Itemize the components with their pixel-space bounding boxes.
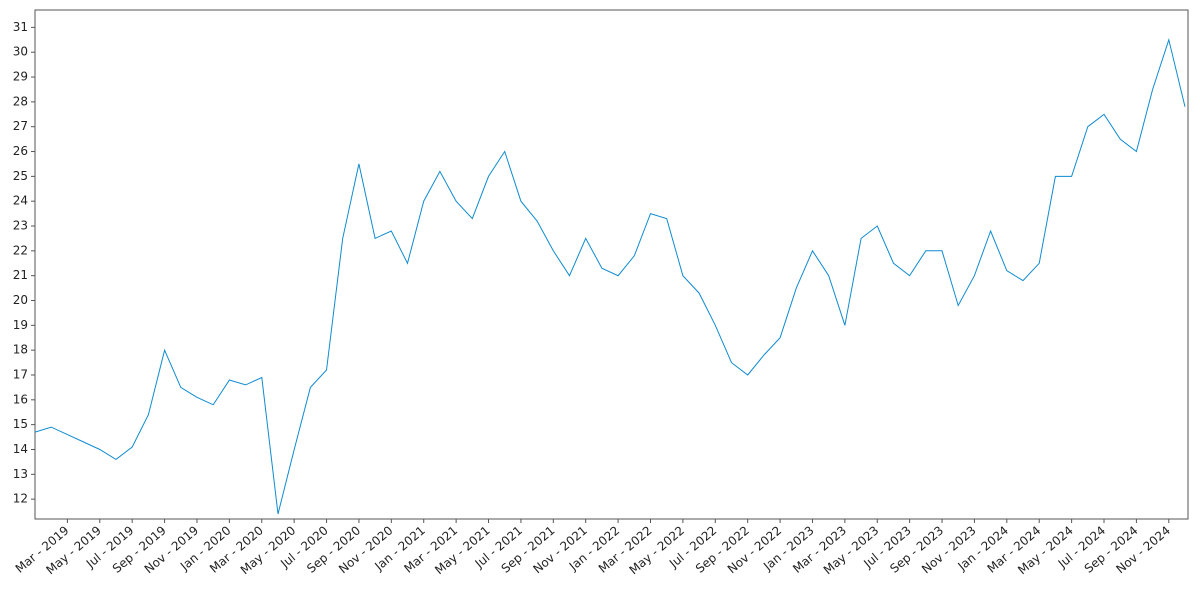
y-tick-label: 17 [13, 367, 28, 381]
y-tick-label: 16 [13, 392, 28, 406]
y-tick-label: 26 [13, 144, 28, 158]
y-tick-label: 20 [13, 293, 28, 307]
y-tick-label: 24 [13, 194, 28, 208]
line [34, 37, 1186, 515]
y-tick-label: 29 [13, 70, 28, 84]
y-tick-label: 27 [13, 119, 28, 133]
y-tick-label: 21 [13, 268, 28, 282]
y-tick-label: 22 [13, 243, 28, 257]
plot-frame [34, 9, 1189, 520]
y-tick-label: 15 [13, 417, 28, 431]
y-tick-label: 12 [13, 492, 28, 506]
y-tick-label: 30 [13, 45, 28, 59]
y-tick-label: 31 [13, 20, 28, 34]
y-tick-label: 14 [13, 442, 28, 456]
y-tick-label: 23 [13, 219, 28, 233]
y-tick-label: 25 [13, 169, 28, 183]
y-tick-label: 13 [13, 467, 28, 481]
y-tick-label: 18 [13, 343, 28, 357]
y-tick-label: 19 [13, 318, 28, 332]
y-tick-label: 28 [13, 94, 28, 108]
